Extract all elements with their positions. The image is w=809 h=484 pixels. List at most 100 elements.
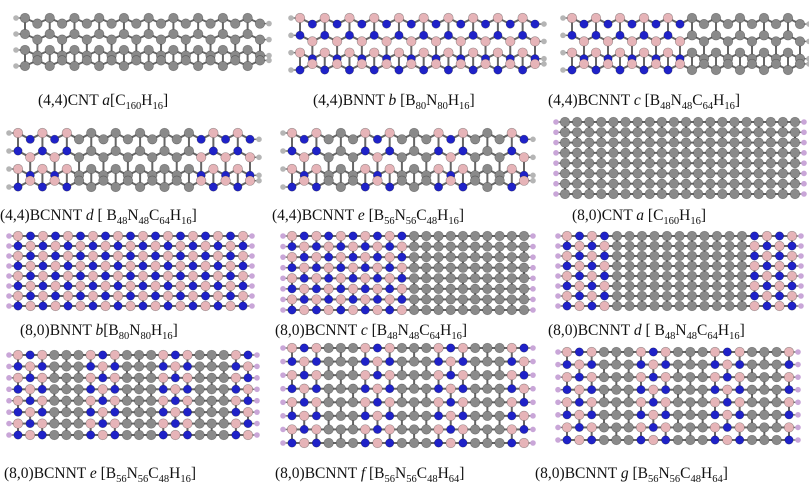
atom [113, 271, 123, 281]
atom [705, 169, 715, 179]
hydrogen-atom [13, 15, 19, 21]
atom [13, 164, 23, 174]
atom [568, 31, 576, 39]
atom [470, 425, 480, 435]
atom [14, 262, 22, 270]
atom [101, 301, 111, 311]
formula-text: N [129, 322, 140, 339]
atom [312, 439, 320, 447]
hydrogen-atom [530, 413, 536, 419]
atom [493, 48, 503, 58]
atom [14, 282, 22, 290]
atom [693, 127, 703, 137]
atom [649, 423, 657, 431]
atom [119, 13, 129, 23]
atom [89, 262, 97, 270]
atom [693, 138, 703, 148]
atom [385, 128, 395, 138]
atom [563, 242, 571, 250]
atom [458, 128, 468, 138]
atom [101, 292, 109, 300]
hydrogen-atom [280, 130, 286, 136]
atom [575, 301, 585, 311]
atom [711, 436, 719, 444]
hydrogen-atom [530, 386, 536, 392]
atom [14, 431, 22, 439]
atom [357, 59, 367, 69]
atom [38, 408, 46, 416]
atom [787, 231, 797, 241]
atom [308, 37, 318, 47]
atom [612, 291, 622, 301]
hydrogen-atom [541, 21, 547, 27]
atom [62, 373, 72, 383]
atom [785, 411, 793, 419]
atom [345, 13, 355, 23]
atom [470, 370, 480, 380]
atom [633, 189, 643, 199]
atom [144, 13, 154, 23]
atom [385, 231, 395, 241]
atom [226, 292, 234, 300]
atom [244, 419, 252, 427]
hydrogen-atom [280, 244, 286, 250]
atom [288, 306, 296, 314]
atom [409, 425, 419, 435]
atom [324, 438, 334, 448]
atom [705, 117, 715, 127]
atom [230, 19, 240, 29]
atom [563, 282, 571, 290]
atom [495, 397, 505, 407]
atom [348, 343, 358, 353]
atom [446, 284, 456, 294]
atom [171, 351, 179, 359]
atom [584, 179, 594, 189]
formula-subscript: 16 [180, 474, 191, 484]
atom [742, 158, 752, 168]
atom [422, 305, 432, 315]
atom [483, 357, 493, 367]
atom [111, 146, 121, 156]
atom [385, 357, 393, 365]
atom [221, 135, 229, 143]
atom [74, 384, 84, 394]
atom [74, 153, 84, 163]
atom [459, 357, 467, 365]
atom [520, 135, 528, 143]
caption-name: (4,4)BNNT [313, 92, 389, 109]
atom [712, 241, 722, 251]
atom [519, 273, 529, 283]
atom [766, 169, 776, 179]
atom [507, 295, 517, 305]
atom [712, 231, 722, 241]
formula-subscript: 16 [690, 216, 701, 227]
atom [422, 370, 432, 380]
atom [38, 385, 46, 393]
atom [446, 263, 456, 273]
atom [633, 179, 643, 189]
hydrogen-atom [798, 253, 804, 259]
atom [50, 396, 60, 406]
atom [296, 31, 304, 39]
atom [397, 305, 407, 315]
atom [446, 273, 456, 283]
atom [26, 397, 34, 405]
atom [409, 242, 419, 252]
atom [575, 292, 583, 300]
atom [397, 411, 407, 421]
atom [38, 362, 46, 370]
atom [86, 128, 96, 138]
caption-name: (8,0)BNNT [20, 322, 96, 339]
hydrogen-atom [795, 425, 801, 431]
hydrogen-atom [6, 233, 12, 239]
atom [612, 301, 622, 311]
atom [447, 398, 455, 406]
atom [86, 362, 94, 370]
atom [597, 189, 607, 199]
formula-text: H [701, 465, 712, 482]
atom [407, 20, 415, 28]
atom [434, 164, 444, 174]
atom [232, 408, 240, 416]
atom [63, 251, 73, 261]
atom [213, 231, 223, 241]
